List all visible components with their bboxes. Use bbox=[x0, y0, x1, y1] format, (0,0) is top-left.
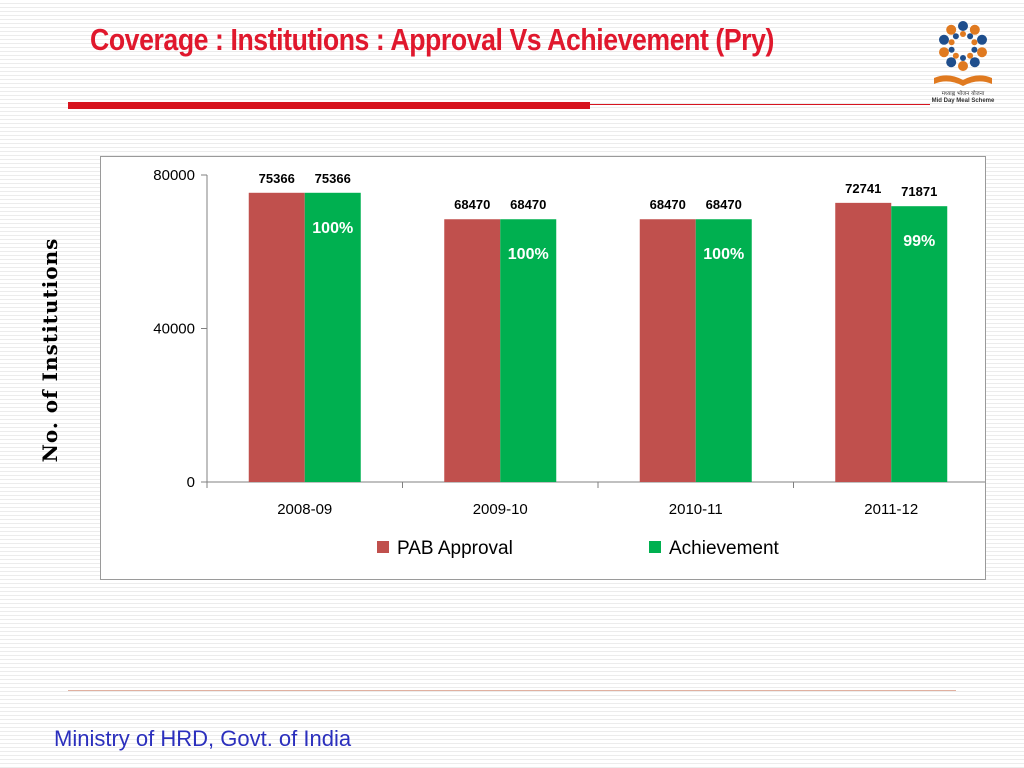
approval-value-label-2011-12: 72741 bbox=[845, 181, 881, 196]
approval-bar-2009-10 bbox=[444, 219, 501, 482]
achievement-value-label-2008-09: 75366 bbox=[315, 171, 351, 186]
legend-label-0: PAB Approval bbox=[397, 538, 513, 559]
approval-bar-2011-12 bbox=[835, 202, 892, 482]
approval-value-label-2008-09: 75366 bbox=[259, 171, 295, 186]
percent-label-2008-09: 100% bbox=[312, 220, 353, 237]
achievement-value-label-2011-12: 71871 bbox=[901, 184, 937, 199]
bar-chart: 0 40000 80000 75366 75366 100% 2008-09 68470 684… bbox=[153, 167, 985, 559]
approval-value-label-2009-10: 68470 bbox=[454, 197, 490, 212]
approval-bar-2010-11 bbox=[639, 219, 696, 482]
achievement-bar-2010-11 bbox=[695, 219, 752, 482]
chart-frame: 0 40000 80000 75366 75366 100% 2008-09 68470 684… bbox=[100, 156, 986, 580]
footer-rule bbox=[68, 690, 956, 691]
y-axis-label: No. of Institutions bbox=[38, 237, 62, 463]
slide-title: Coverage : Institutions : Approval Vs Ac… bbox=[90, 22, 774, 57]
approval-value-label-2010-11: 68470 bbox=[650, 197, 686, 212]
y-tick-label: 0 bbox=[187, 474, 195, 491]
title-underline-thin bbox=[590, 104, 930, 105]
achievement-bar-2009-10 bbox=[500, 219, 557, 482]
footer-text: Ministry of HRD, Govt. of India bbox=[54, 726, 352, 751]
achievement-value-label-2010-11: 68470 bbox=[706, 197, 742, 212]
logo-text-english: Mid Day Meal Scheme bbox=[932, 98, 995, 104]
achievement-value-label-2009-10: 68470 bbox=[510, 197, 546, 212]
legend-label-1: Achievement bbox=[669, 538, 780, 559]
category-label-2010-11: 2010-11 bbox=[669, 501, 723, 518]
y-tick-label: 80000 bbox=[153, 167, 195, 184]
achievement-bar-2011-12 bbox=[891, 206, 948, 482]
legend-swatch-0 bbox=[377, 541, 389, 553]
y-tick-label: 40000 bbox=[153, 321, 195, 338]
percent-label-2009-10: 100% bbox=[508, 246, 549, 263]
percent-label-2010-11: 100% bbox=[703, 246, 744, 263]
approval-bar-2008-09 bbox=[248, 192, 305, 483]
category-label-2011-12: 2011-12 bbox=[864, 501, 918, 518]
legend-swatch-1 bbox=[649, 541, 661, 553]
mid-day-meal-logo-icon: मध्याह्न भोजन योजना Mid Day Meal Scheme bbox=[932, 21, 995, 104]
category-label-2008-09: 2008-09 bbox=[277, 501, 332, 518]
achievement-bar-2008-09 bbox=[304, 192, 361, 483]
percent-label-2011-12: 99% bbox=[903, 233, 935, 250]
category-label-2009-10: 2009-10 bbox=[473, 501, 528, 518]
logo-text-hindi: मध्याह्न भोजन योजना bbox=[942, 90, 985, 97]
title-underline-thick bbox=[68, 102, 590, 109]
